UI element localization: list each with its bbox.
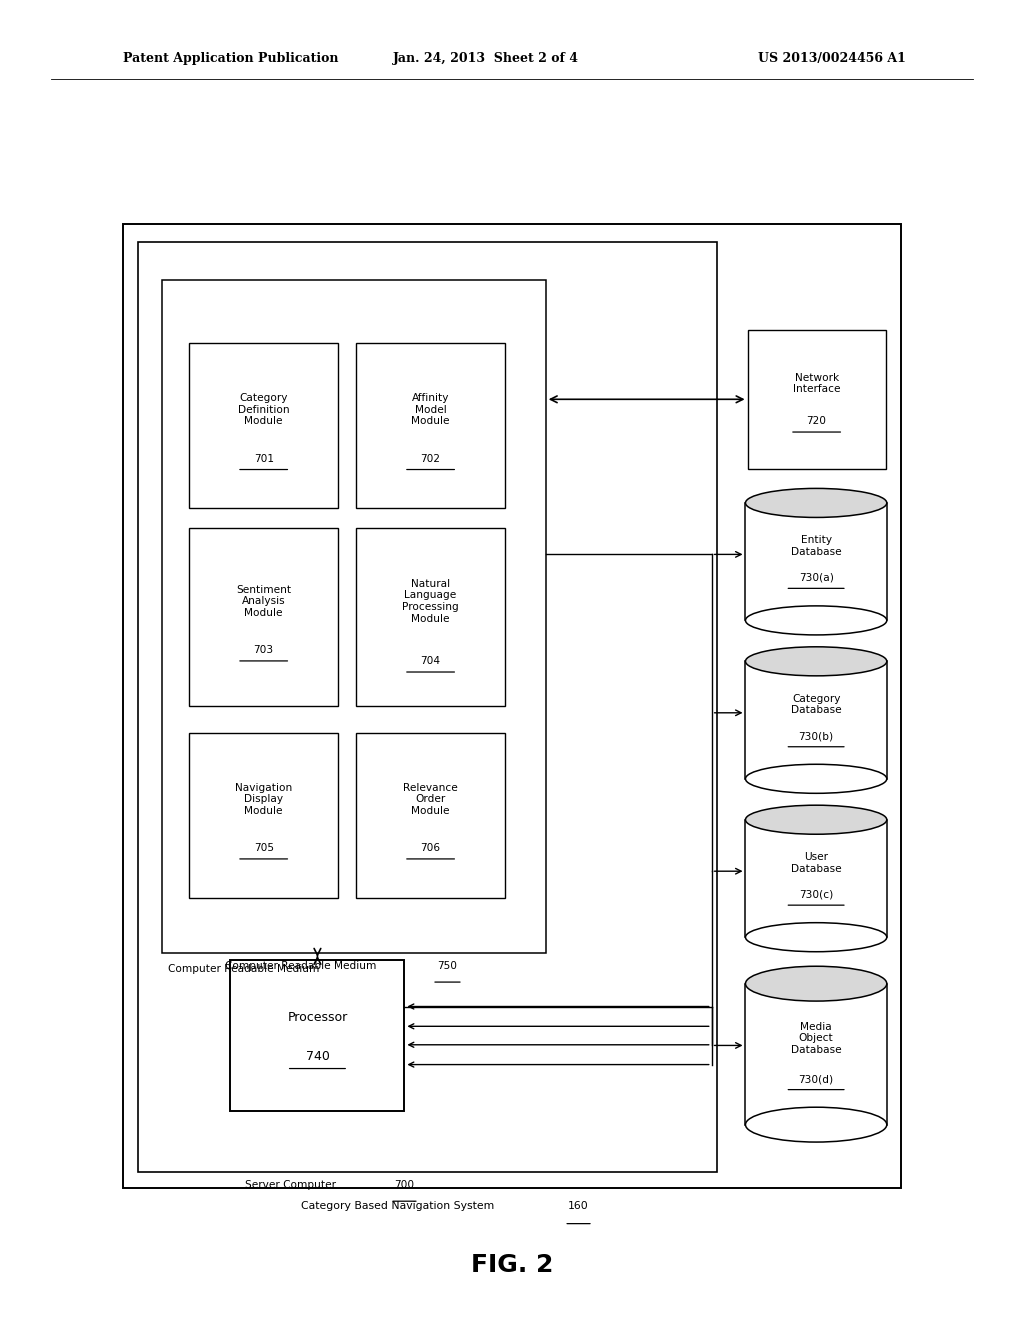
FancyBboxPatch shape	[189, 733, 338, 898]
FancyBboxPatch shape	[745, 983, 887, 1125]
Text: Jan. 24, 2013  Sheet 2 of 4: Jan. 24, 2013 Sheet 2 of 4	[393, 51, 580, 65]
FancyBboxPatch shape	[162, 280, 546, 953]
Ellipse shape	[745, 647, 887, 676]
Text: Network
Interface: Network Interface	[793, 372, 841, 395]
Text: 730(a): 730(a)	[799, 573, 834, 583]
Text: Computer Readable Medium: Computer Readable Medium	[168, 964, 323, 974]
FancyBboxPatch shape	[356, 343, 505, 508]
Text: 700: 700	[394, 1180, 415, 1191]
Text: 720: 720	[807, 417, 826, 426]
Text: Computer Readable Medium: Computer Readable Medium	[224, 961, 380, 972]
FancyBboxPatch shape	[123, 224, 901, 1188]
FancyBboxPatch shape	[748, 330, 886, 469]
Text: 701: 701	[254, 454, 273, 463]
Text: Server Computer: Server Computer	[245, 1180, 339, 1191]
Ellipse shape	[745, 966, 887, 1001]
Text: Natural
Language
Processing
Module: Natural Language Processing Module	[402, 579, 459, 623]
Text: Media
Object
Database: Media Object Database	[791, 1022, 842, 1055]
Text: Sentiment
Analysis
Module: Sentiment Analysis Module	[237, 585, 291, 618]
Ellipse shape	[745, 1107, 887, 1142]
FancyBboxPatch shape	[745, 503, 887, 620]
Text: 730(d): 730(d)	[799, 1074, 834, 1084]
Text: Affinity
Model
Module: Affinity Model Module	[412, 393, 450, 426]
FancyBboxPatch shape	[745, 820, 887, 937]
Text: 750: 750	[437, 961, 458, 972]
FancyBboxPatch shape	[356, 733, 505, 898]
Ellipse shape	[745, 923, 887, 952]
FancyBboxPatch shape	[189, 528, 338, 706]
Text: 705: 705	[254, 843, 273, 853]
Text: Category
Definition
Module: Category Definition Module	[238, 393, 290, 426]
Ellipse shape	[745, 805, 887, 834]
Ellipse shape	[745, 764, 887, 793]
Text: FIG. 2: FIG. 2	[471, 1253, 553, 1276]
Text: 706: 706	[421, 843, 440, 853]
Text: US 2013/0024456 A1: US 2013/0024456 A1	[759, 51, 906, 65]
Text: Navigation
Display
Module: Navigation Display Module	[236, 783, 292, 816]
Text: 160: 160	[568, 1201, 589, 1212]
Text: Computer Readable Medium 750: Computer Readable Medium 750	[147, 964, 323, 974]
Text: Processor: Processor	[288, 1011, 347, 1023]
Ellipse shape	[745, 488, 887, 517]
Text: Category Based Navigation System: Category Based Navigation System	[301, 1201, 498, 1212]
Text: 730(b): 730(b)	[799, 731, 834, 742]
FancyBboxPatch shape	[230, 960, 404, 1111]
Text: 740: 740	[305, 1051, 330, 1063]
Ellipse shape	[745, 606, 887, 635]
FancyBboxPatch shape	[138, 242, 717, 1172]
FancyBboxPatch shape	[356, 528, 505, 706]
Text: 730(c): 730(c)	[799, 890, 834, 900]
FancyBboxPatch shape	[745, 661, 887, 779]
Text: 703: 703	[254, 645, 273, 655]
Text: Category
Database: Category Database	[791, 694, 842, 715]
Text: Patent Application Publication: Patent Application Publication	[123, 51, 338, 65]
Text: 702: 702	[421, 454, 440, 463]
Text: Entity
Database: Entity Database	[791, 536, 842, 557]
Text: User
Database: User Database	[791, 853, 842, 874]
FancyBboxPatch shape	[189, 343, 338, 508]
Text: Relevance
Order
Module: Relevance Order Module	[403, 783, 458, 816]
Text: 704: 704	[421, 656, 440, 667]
